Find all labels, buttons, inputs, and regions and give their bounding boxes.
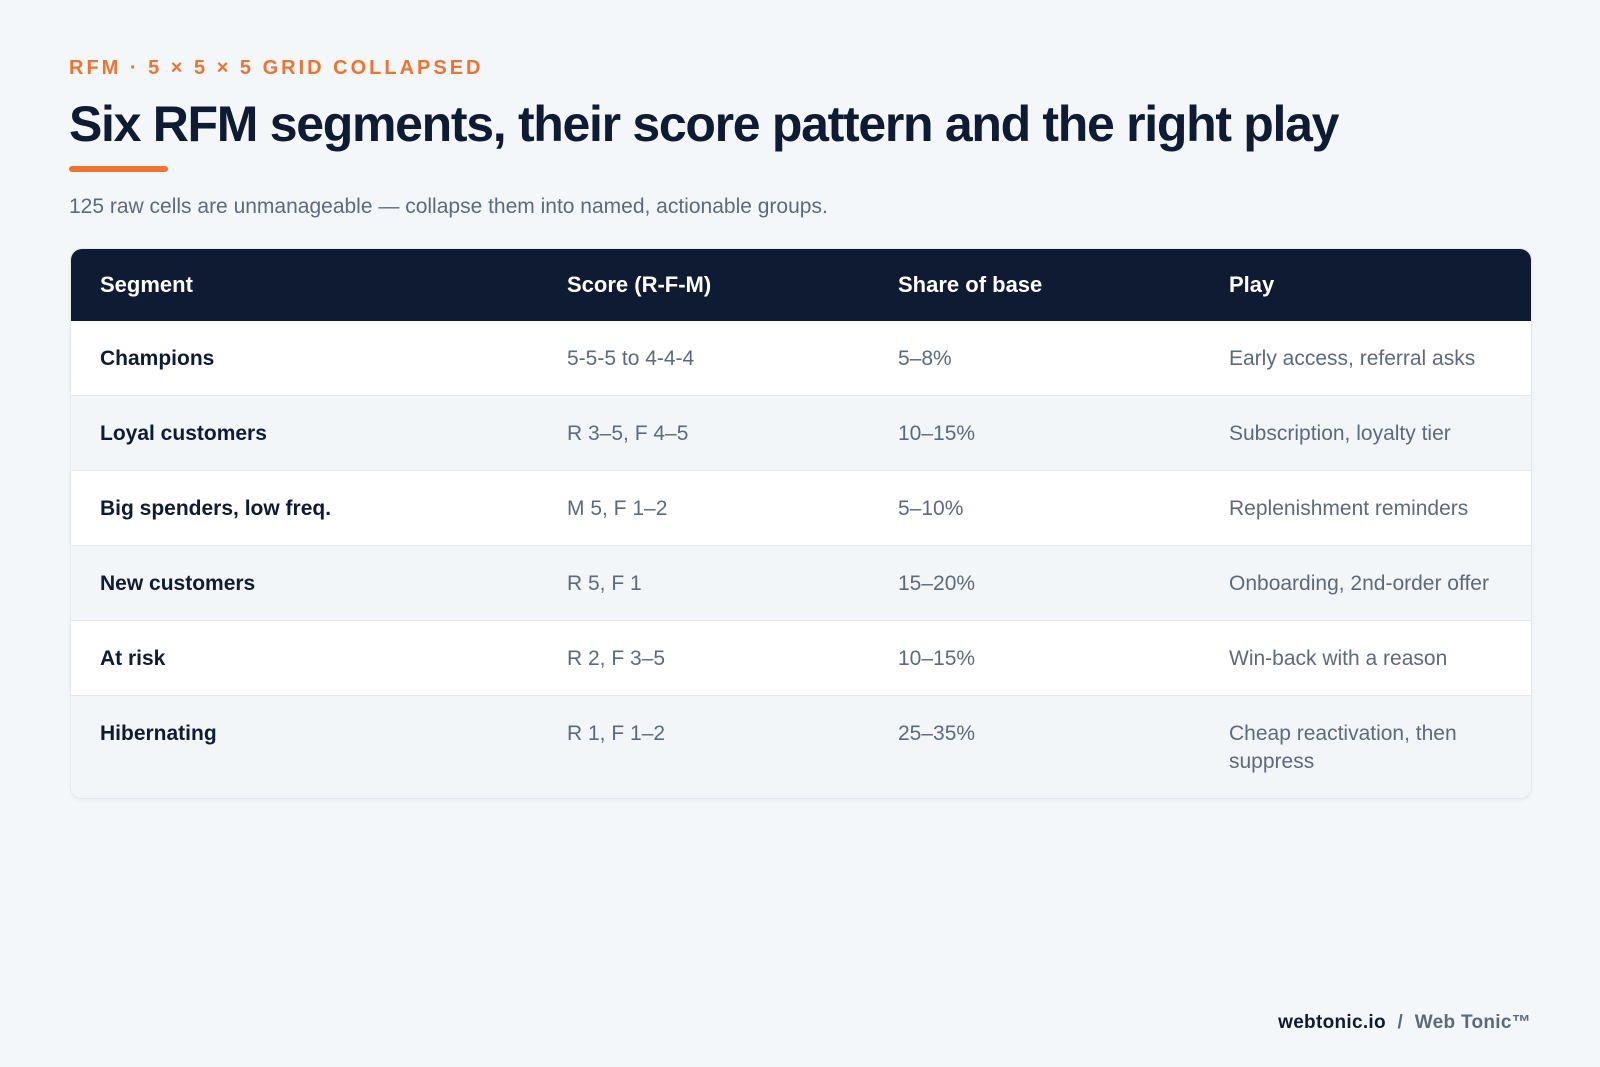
segment-cell: New customers xyxy=(71,545,538,621)
footer-brand: Web Tonic™ xyxy=(1414,1012,1531,1033)
share-cell: 10–15% xyxy=(869,395,1200,471)
table-row: At risk R 2, F 3–5 10–15% Win-back with … xyxy=(71,620,1531,696)
segment-cell: At risk xyxy=(71,620,538,696)
score-cell: R 3–5, F 4–5 xyxy=(538,395,869,471)
share-cell: 5–10% xyxy=(869,470,1200,546)
score-cell: R 2, F 3–5 xyxy=(538,620,869,696)
segment-cell: Loyal customers xyxy=(71,395,538,471)
column-header-segment: Segment xyxy=(100,272,193,297)
footer-domain: webtonic.io xyxy=(1278,1012,1386,1033)
page-title: Six RFM segments, their score pattern an… xyxy=(69,96,1339,152)
segments-table: Segment Score (R-F-M) Share of base Play… xyxy=(71,249,1531,798)
footer-separator: / xyxy=(1397,1012,1404,1033)
segment-cell: Hibernating xyxy=(71,695,538,798)
segment-cell: Big spenders, low freq. xyxy=(71,470,538,546)
play-cell: Onboarding, 2nd-order offer xyxy=(1200,545,1531,621)
accent-underline xyxy=(69,166,168,172)
eyebrow-label: RFM · 5 × 5 × 5 GRID COLLAPSED xyxy=(69,57,484,79)
table-header-row: Segment Score (R-F-M) Share of base Play xyxy=(71,249,1531,321)
play-cell: Win-back with a reason xyxy=(1200,620,1531,696)
share-cell: 5–8% xyxy=(898,347,952,370)
share-cell: 10–15% xyxy=(869,620,1200,696)
column-header-share: Share of base xyxy=(898,272,1043,297)
play-cell: Cheap reactivation, then suppress xyxy=(1200,695,1531,798)
share-cell: 25–35% xyxy=(869,695,1200,798)
score-cell: R 5, F 1 xyxy=(538,545,869,621)
table-row: Big spenders, low freq. M 5, F 1–2 5–10%… xyxy=(71,470,1531,546)
footer-credit: webtonic.io / Web Tonic™ xyxy=(1278,1012,1531,1034)
score-cell: 5-5-5 to 4-4-4 xyxy=(567,347,695,370)
play-cell: Replenishment reminders xyxy=(1200,470,1531,546)
segment-cell: Champions xyxy=(100,347,215,370)
score-cell: R 1, F 1–2 xyxy=(538,695,869,798)
segments-table-card: Segment Score (R-F-M) Share of base Play… xyxy=(70,248,1532,799)
share-cell: 15–20% xyxy=(869,545,1200,621)
column-header-play: Play xyxy=(1229,272,1275,297)
play-cell: Subscription, loyalty tier xyxy=(1200,395,1531,471)
score-cell: M 5, F 1–2 xyxy=(538,470,869,546)
table-row: New customers R 5, F 1 15–20% Onboarding… xyxy=(71,545,1531,621)
table-row: Loyal customers R 3–5, F 4–5 10–15% Subs… xyxy=(71,395,1531,471)
table-row: Hibernating R 1, F 1–2 25–35% Cheap reac… xyxy=(71,695,1531,798)
page-subtitle: 125 raw cells are unmanageable — collaps… xyxy=(69,195,828,218)
table-row: Champions 5-5-5 to 4-4-4 5–8% Early acce… xyxy=(71,321,1531,396)
play-cell: Early access, referral asks xyxy=(1229,347,1476,370)
column-header-score: Score (R-F-M) xyxy=(567,272,712,297)
